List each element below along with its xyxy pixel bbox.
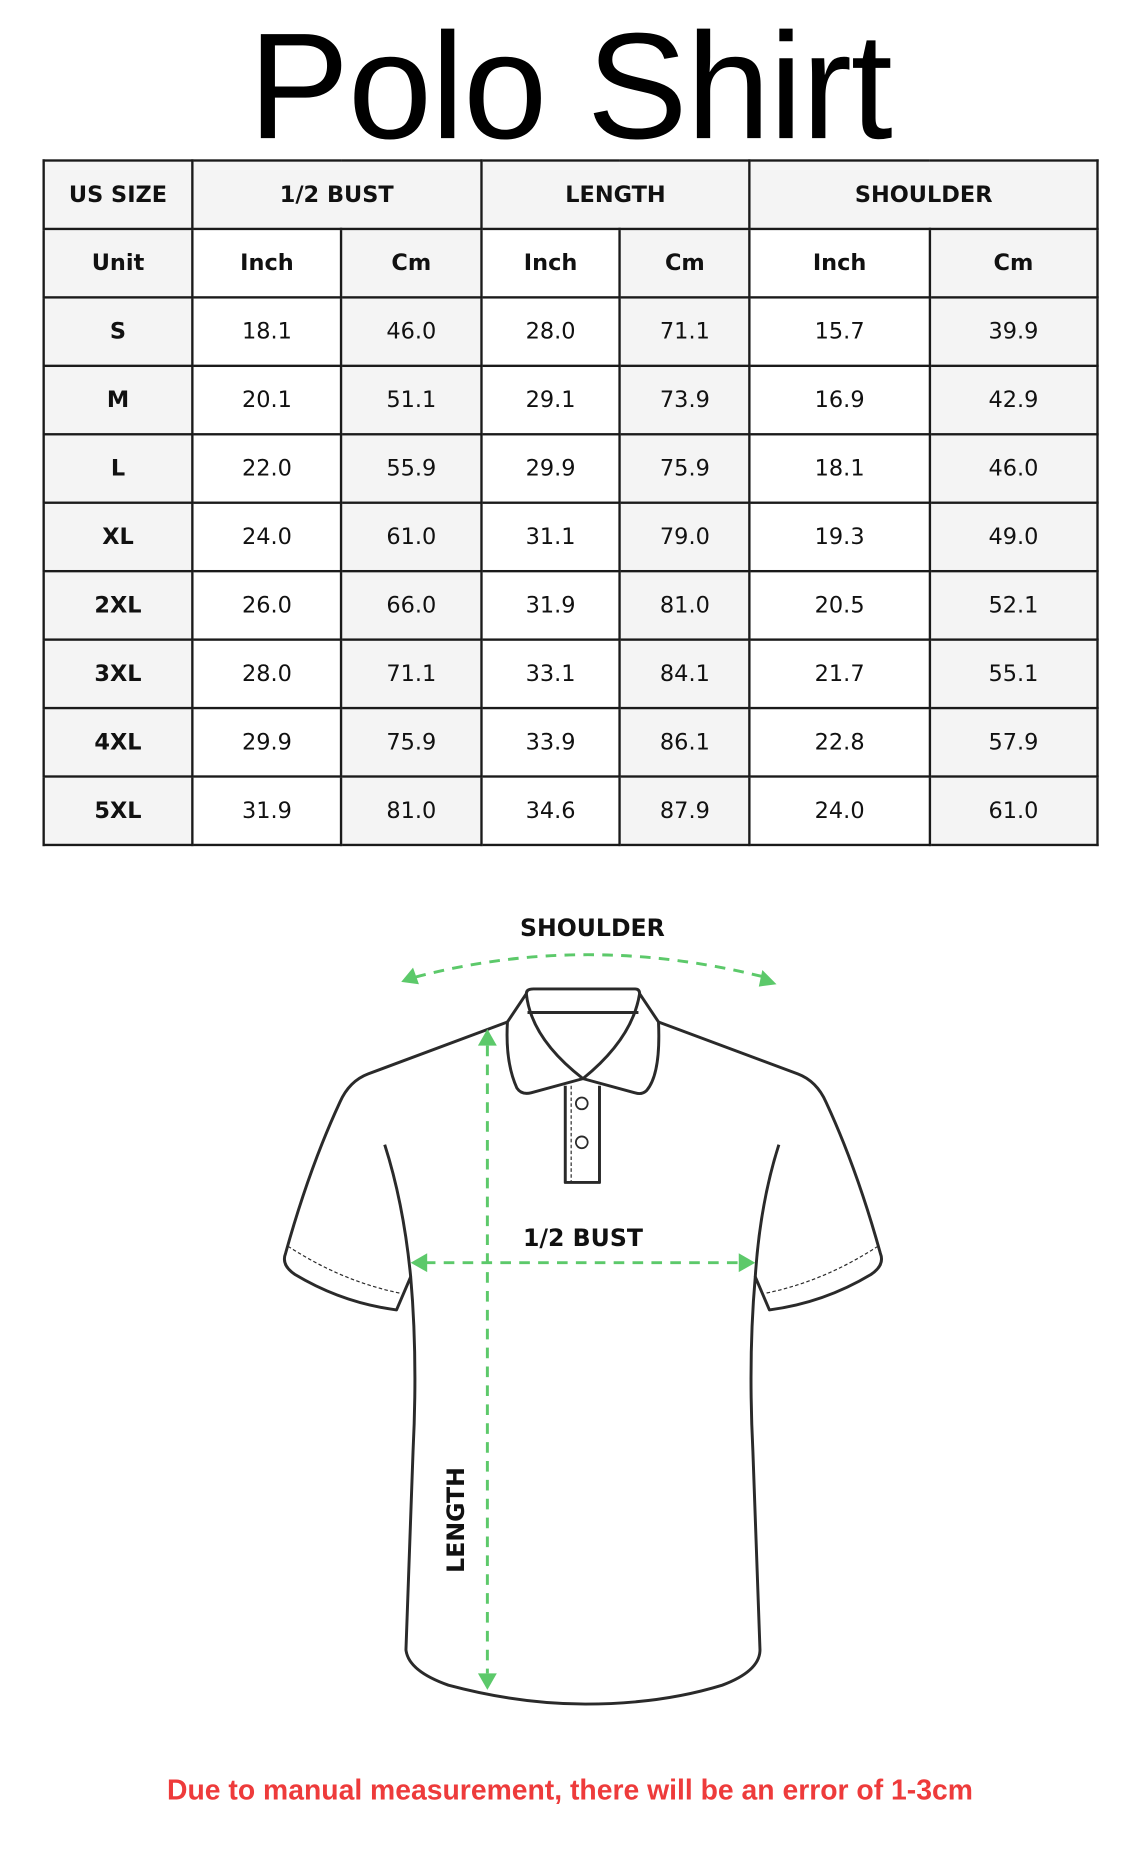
value-cell: 75.9 <box>340 706 483 778</box>
value-cell: 20.1 <box>191 364 343 436</box>
size-cell: L <box>42 433 194 504</box>
value-cell: 49.0 <box>928 501 1099 573</box>
table-row: XL 24.0 61.0 31.1 79.0 19.3 49.0 <box>42 501 1099 573</box>
value-cell: 46.0 <box>928 433 1099 504</box>
value-cell: 73.9 <box>618 364 751 436</box>
value-cell: 39.9 <box>928 296 1099 368</box>
table-row: 2XL 26.0 66.0 31.9 81.0 20.5 52.1 <box>42 569 1099 641</box>
table-row: 4XL 29.9 75.9 33.9 86.1 22.8 57.9 <box>42 706 1099 778</box>
value-cell: 52.1 <box>928 569 1099 641</box>
size-cell: 5XL <box>42 775 194 847</box>
arrowhead <box>758 970 777 987</box>
value-cell: 71.1 <box>340 638 483 710</box>
size-cell: S <box>42 296 194 368</box>
value-cell: 26.0 <box>191 569 343 641</box>
value-cell: 31.1 <box>479 501 622 573</box>
value-cell: 81.0 <box>340 775 483 847</box>
arrowhead <box>410 1253 428 1273</box>
value-cell: 33.1 <box>479 638 622 710</box>
table-row: 5XL 31.9 81.0 34.6 87.9 24.0 61.0 <box>42 775 1099 847</box>
shoulder-arrow <box>415 953 766 979</box>
unit-header: Inch <box>479 227 622 299</box>
value-cell: 51.1 <box>340 364 483 436</box>
table-row: S 18.1 46.0 28.0 71.1 15.7 39.9 <box>42 296 1099 368</box>
value-cell: 16.9 <box>748 364 931 436</box>
size-chart-table: US SIZE 1/2 BUST LENGTH SHOULDER Unit Inch Cm I… <box>42 159 1099 847</box>
column-group-header: 1/2 BUST <box>191 159 483 231</box>
value-cell: 29.1 <box>479 364 622 436</box>
table-row: L 22.0 55.9 29.9 75.9 18.1 46.0 <box>42 433 1099 504</box>
unit-row: Unit Inch Cm Inch Cm Inch Cm <box>42 227 1099 299</box>
value-cell: 34.6 <box>479 775 622 847</box>
value-cell: 21.7 <box>748 638 931 710</box>
value-cell: 84.1 <box>618 638 751 710</box>
value-cell: 31.9 <box>479 569 622 641</box>
column-group-header: US SIZE <box>42 159 194 231</box>
page-title: Polo Shirt <box>248 2 892 172</box>
value-cell: 61.0 <box>928 775 1099 847</box>
value-cell: 28.0 <box>479 296 622 368</box>
column-group-header: SHOULDER <box>748 159 1099 231</box>
value-cell: 57.9 <box>928 706 1099 778</box>
size-cell: 2XL <box>42 569 194 641</box>
value-cell: 29.9 <box>191 706 343 778</box>
size-cell: XL <box>42 501 194 573</box>
unit-header: Inch <box>748 227 931 299</box>
unit-header: Cm <box>618 227 751 299</box>
value-cell: 20.5 <box>748 569 931 641</box>
value-cell: 87.9 <box>618 775 751 847</box>
value-cell: 24.0 <box>191 501 343 573</box>
shoulder-label: SHOULDER <box>520 914 665 942</box>
value-cell: 33.9 <box>479 706 622 778</box>
value-cell: 31.9 <box>191 775 343 847</box>
value-cell: 29.9 <box>479 433 622 504</box>
length-label: LENGTH <box>442 1467 470 1573</box>
value-cell: 71.1 <box>618 296 751 368</box>
value-cell: 22.8 <box>748 706 931 778</box>
arrowhead <box>401 967 419 985</box>
value-cell: 24.0 <box>748 775 931 847</box>
value-cell: 81.0 <box>618 569 751 641</box>
column-group-header: LENGTH <box>479 159 751 231</box>
size-cell: 4XL <box>42 706 194 778</box>
value-cell: 66.0 <box>340 569 483 641</box>
arrowhead <box>477 1673 497 1690</box>
value-cell: 18.1 <box>191 296 343 368</box>
unit-header: Cm <box>928 227 1099 299</box>
polo-shirt-outline <box>282 987 884 1706</box>
value-cell: 42.9 <box>928 364 1099 436</box>
size-cell: M <box>42 364 194 436</box>
table-row: M 20.1 51.1 29.1 73.9 16.9 42.9 <box>42 364 1099 436</box>
arrowhead <box>477 1029 497 1046</box>
value-cell: 79.0 <box>618 501 751 573</box>
size-cell: 3XL <box>42 638 194 710</box>
value-cell: 55.9 <box>340 433 483 504</box>
value-cell: 28.0 <box>191 638 343 710</box>
unit-header: Unit <box>42 227 194 299</box>
value-cell: 61.0 <box>340 501 483 573</box>
shirt-diagram: SHOULDER 1/2 BUST LENGTH <box>282 914 884 1706</box>
value-cell: 22.0 <box>191 433 343 504</box>
value-cell: 18.1 <box>748 433 931 504</box>
value-cell: 86.1 <box>618 706 751 778</box>
value-cell: 46.0 <box>340 296 483 368</box>
bust-label: 1/2 BUST <box>523 1224 643 1252</box>
unit-header: Cm <box>340 227 483 299</box>
unit-header: Inch <box>191 227 343 299</box>
value-cell: 15.7 <box>748 296 931 368</box>
value-cell: 75.9 <box>618 433 751 504</box>
value-cell: 55.1 <box>928 638 1099 710</box>
value-cell: 19.3 <box>748 501 931 573</box>
arrowhead <box>738 1253 756 1273</box>
header-row: US SIZE 1/2 BUST LENGTH SHOULDER <box>42 159 1099 231</box>
table-row: 3XL 28.0 71.1 33.1 84.1 21.7 55.1 <box>42 638 1099 710</box>
measurement-note: Due to manual measurement, there will be… <box>167 1774 973 1807</box>
